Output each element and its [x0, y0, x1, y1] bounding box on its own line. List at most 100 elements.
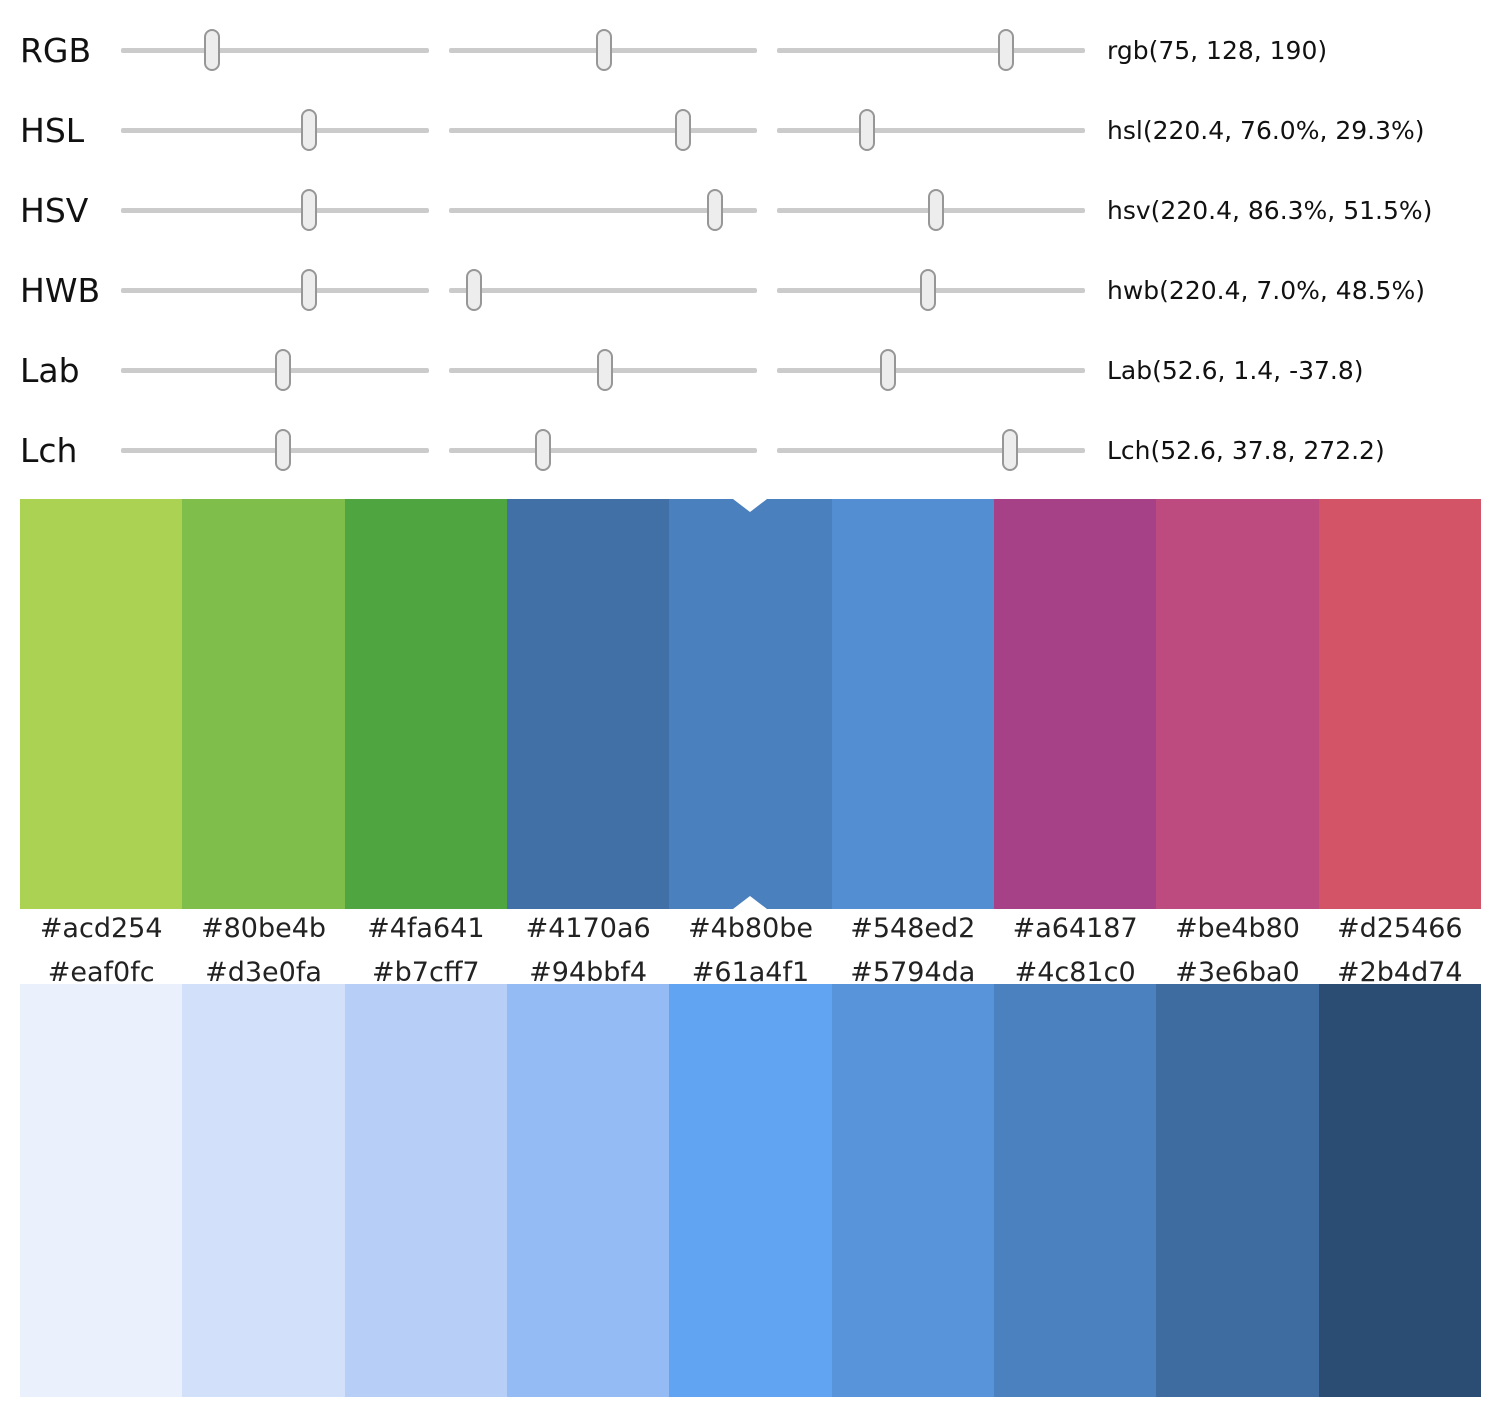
slider-track[interactable]: [121, 109, 429, 151]
slider-track[interactable]: [777, 429, 1085, 471]
slider-track[interactable]: [449, 109, 757, 151]
colorspace-label: Lch: [20, 430, 78, 470]
slider-track[interactable]: [449, 189, 757, 231]
slider-track[interactable]: [121, 29, 429, 71]
color-swatch[interactable]: [506, 499, 670, 909]
slider-row: RGB rgb(75, 128, 190): [0, 10, 1501, 90]
hue-palette: [20, 499, 1481, 909]
slider-track[interactable]: [121, 349, 429, 391]
color-swatch-selected[interactable]: [669, 499, 832, 909]
slider-track[interactable]: [121, 189, 429, 231]
color-swatch[interactable]: [182, 499, 345, 909]
slider-track[interactable]: [777, 109, 1085, 151]
hex-label: #3e6ba0: [1175, 956, 1300, 988]
hue-hex-labels: #acd254 #80be4b #4fa641 #4170a6 #4b80be …: [20, 905, 1481, 951]
slider-handle[interactable]: [595, 29, 612, 71]
slider-row: Lab Lab(52.6, 1.4, -37.8): [0, 330, 1501, 410]
color-swatch[interactable]: [344, 984, 507, 1397]
colorspace-label: HSV: [20, 190, 89, 230]
color-swatch[interactable]: [993, 499, 1157, 909]
hex-label: #2b4d74: [1336, 956, 1463, 988]
color-value-text: hwb(220.4, 7.0%, 48.5%): [1107, 275, 1425, 305]
slider-track[interactable]: [777, 349, 1085, 391]
slider-handle[interactable]: [927, 189, 944, 231]
hex-label: #94bbf4: [529, 956, 648, 988]
color-swatch[interactable]: [182, 984, 345, 1397]
colorspace-label: HSL: [20, 110, 85, 150]
slider-track-group: [121, 349, 1085, 391]
slider-handle[interactable]: [465, 269, 482, 311]
color-value-text: hsv(220.4, 86.3%, 51.5%): [1107, 195, 1433, 225]
slider-handle[interactable]: [859, 109, 876, 151]
colorspace-label: RGB: [20, 30, 92, 70]
slider-track[interactable]: [449, 349, 757, 391]
hex-label: #acd254: [39, 912, 163, 944]
colorspace-label: HWB: [20, 270, 101, 310]
color-swatch[interactable]: [1318, 984, 1481, 1397]
slider-track-group: [121, 29, 1085, 71]
color-value-text: rgb(75, 128, 190): [1107, 35, 1328, 65]
hex-label: #d25466: [1336, 912, 1463, 944]
slider-handle[interactable]: [301, 189, 318, 231]
slider-row: HSV hsv(220.4, 86.3%, 51.5%): [0, 170, 1501, 250]
hex-label: #4170a6: [525, 912, 651, 944]
slider-row: HSL hsl(220.4, 76.0%, 29.3%): [0, 90, 1501, 170]
colorspace-label: Lab: [20, 350, 80, 390]
slider-track[interactable]: [121, 269, 429, 311]
slider-handle[interactable]: [919, 269, 936, 311]
slider-track[interactable]: [777, 269, 1085, 311]
color-swatch[interactable]: [831, 984, 994, 1397]
slider-track-group: [121, 109, 1085, 151]
slider-handle[interactable]: [675, 109, 692, 151]
slider-handle[interactable]: [706, 189, 723, 231]
color-swatch[interactable]: [20, 499, 183, 909]
slider-handle[interactable]: [203, 29, 220, 71]
shade-palette: [20, 984, 1481, 1397]
slider-handle[interactable]: [275, 349, 291, 391]
color-swatch[interactable]: [1318, 499, 1481, 909]
slider-track[interactable]: [449, 29, 757, 71]
hex-label: #548ed2: [850, 912, 976, 944]
hex-label: #61a4f1: [691, 956, 810, 988]
slider-track-group: [121, 429, 1085, 471]
color-swatch[interactable]: [506, 984, 670, 1397]
slider-row: HWB hwb(220.4, 7.0%, 48.5%): [0, 250, 1501, 330]
slider-handle[interactable]: [998, 29, 1015, 71]
slider-track[interactable]: [121, 429, 429, 471]
color-swatch[interactable]: [1156, 499, 1319, 909]
hex-label: #b7cff7: [372, 956, 480, 988]
shade-hex-labels: #eaf0fc #d3e0fa #b7cff7 #94bbf4 #61a4f1 …: [20, 949, 1481, 995]
hex-label: #80be4b: [200, 912, 327, 944]
hex-label: #a64187: [1012, 912, 1138, 944]
slider-track[interactable]: [449, 269, 757, 311]
color-swatch[interactable]: [831, 499, 994, 909]
slider-track[interactable]: [777, 189, 1085, 231]
slider-handle[interactable]: [301, 269, 318, 311]
slider-handle[interactable]: [275, 429, 291, 471]
color-swatch[interactable]: [1156, 984, 1319, 1397]
slider-track[interactable]: [449, 429, 757, 471]
hex-label: #d3e0fa: [205, 956, 322, 988]
slider-handle[interactable]: [534, 429, 551, 471]
color-swatch[interactable]: [344, 499, 507, 909]
hex-label: #eaf0fc: [47, 956, 155, 988]
color-value-text: Lab(52.6, 1.4, -37.8): [1107, 355, 1364, 385]
slider-handle[interactable]: [879, 349, 896, 391]
hex-label: #4c81c0: [1014, 956, 1136, 988]
slider-panel: RGB rgb(75, 128, 190) HSL: [0, 10, 1501, 490]
slider-track-group: [121, 269, 1085, 311]
slider-track[interactable]: [777, 29, 1085, 71]
hex-label: #5794da: [850, 956, 976, 988]
slider-track-group: [121, 189, 1085, 231]
color-value-text: Lch(52.6, 37.8, 272.2): [1107, 435, 1385, 465]
color-swatch[interactable]: [993, 984, 1157, 1397]
color-swatch[interactable]: [669, 984, 832, 1397]
color-swatch[interactable]: [20, 984, 183, 1397]
slider-handle[interactable]: [301, 109, 318, 151]
color-value-text: hsl(220.4, 76.0%, 29.3%): [1107, 115, 1425, 145]
slider-handle[interactable]: [597, 349, 614, 391]
slider-handle[interactable]: [1001, 429, 1018, 471]
slider-row: Lch Lch(52.6, 37.8, 272.2): [0, 410, 1501, 490]
hex-label: #be4b80: [1174, 912, 1300, 944]
